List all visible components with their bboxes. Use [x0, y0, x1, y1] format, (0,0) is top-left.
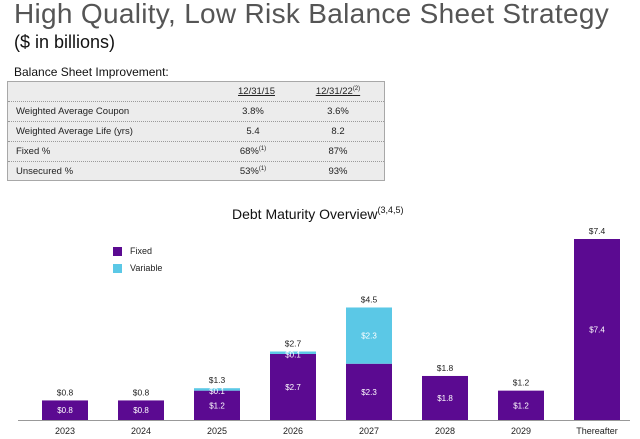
row-label: Unsecured % [16, 166, 74, 177]
balance-sheet-table: 12/31/15 12/31/22(2) Weighted Average Co… [7, 81, 385, 181]
chart-title: Debt Maturity Overview(3,4,5) [232, 205, 404, 223]
bar-variable-label: $2.3 [361, 332, 377, 341]
bar-total-label: $1.3 [209, 375, 226, 385]
bar-variable-label: $0.1 [209, 387, 225, 396]
bar-total-label: $1.2 [513, 378, 530, 388]
legend-fixed-label: Fixed [130, 246, 153, 256]
bar-fixed [270, 353, 316, 420]
x-tick-label: Thereafter [576, 426, 618, 436]
x-tick-label: 2023 [55, 426, 75, 436]
bar-fixed [422, 375, 468, 420]
x-tick-label: 2029 [511, 426, 531, 436]
value-2022: 3.6% [327, 106, 349, 117]
table-row: Fixed % 68%(1) 87% [8, 142, 384, 162]
col-header-2022: 12/31/22(2) [315, 86, 361, 97]
value-2015: 68%(1) [239, 146, 267, 157]
page-title: High Quality, Low Risk Balance Sheet Str… [14, 0, 610, 29]
bar-variable [346, 307, 392, 364]
balance-sheet-heading: Balance Sheet Improvement: [14, 65, 169, 79]
bar-fixed-label: $2.7 [285, 383, 301, 392]
bar-fixed [42, 400, 88, 420]
bar-fixed-label: $7.4 [589, 326, 605, 335]
row-label: Weighted Average Life (yrs) [16, 126, 133, 137]
value-2022: 87% [328, 146, 348, 157]
bar-variable-label: $0.1 [285, 351, 301, 360]
bar-fixed-label: $1.2 [513, 401, 529, 410]
value-2015: 3.8% [242, 106, 264, 117]
bar-fixed [498, 390, 544, 420]
value-2015: 53%(1) [239, 166, 267, 177]
table-row: Unsecured % 53%(1) 93% [8, 162, 384, 181]
bar-fixed [574, 239, 620, 420]
bar-fixed [346, 363, 392, 420]
bar-total-label: $0.8 [57, 387, 74, 397]
x-tick-label: 2024 [131, 426, 151, 436]
bar-total-label: $2.7 [285, 339, 302, 349]
x-tick-label: 2027 [359, 426, 379, 436]
table-row: Weighted Average Life (yrs) 5.4 8.2 [8, 122, 384, 142]
bar-total-label: $4.5 [361, 294, 378, 304]
x-tick-label: 2026 [283, 426, 303, 436]
x-tick-label: 2025 [207, 426, 227, 436]
value-2022: 8.2 [331, 126, 345, 137]
table-row: Weighted Average Coupon 3.8% 3.6% [8, 102, 384, 122]
col-header-2015: 12/31/15 [238, 86, 275, 97]
bar-fixed-label: $2.3 [361, 388, 377, 397]
bar-total-label: $1.8 [437, 363, 454, 373]
bar-fixed [194, 390, 240, 420]
legend-fixed-swatch [113, 247, 122, 256]
value-2022: 93% [328, 166, 348, 177]
bar-total-label: $7.4 [589, 226, 606, 236]
value-2015: 5.4 [246, 126, 260, 137]
bar-fixed-label: $0.8 [133, 406, 149, 415]
row-label: Fixed % [16, 146, 51, 157]
x-tick-label: 2028 [435, 426, 455, 436]
bar-fixed [118, 400, 164, 420]
bar-variable [194, 388, 240, 391]
bar-variable [270, 351, 316, 354]
row-label: Weighted Average Coupon [16, 106, 130, 117]
table-header-row: 12/31/15 12/31/22(2) [8, 82, 384, 102]
bar-fixed-label: $1.2 [209, 401, 225, 410]
legend-variable-swatch [113, 264, 122, 273]
bar-fixed-label: $0.8 [57, 406, 73, 415]
legend-variable-label: Variable [130, 263, 163, 273]
page-subtitle: ($ in billions) [14, 32, 116, 52]
bar-total-label: $0.8 [133, 387, 150, 397]
bar-fixed-label: $1.8 [437, 394, 453, 403]
